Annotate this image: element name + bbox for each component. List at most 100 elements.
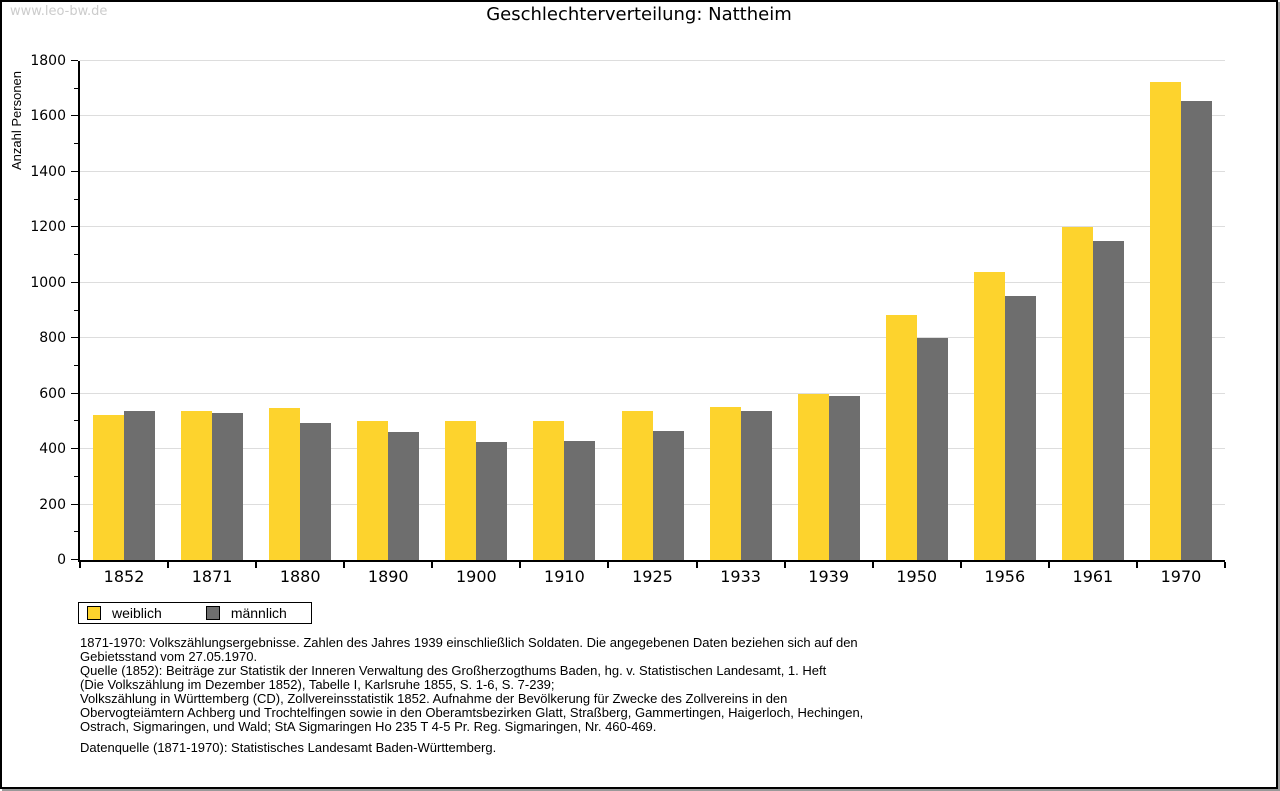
footer-line-4: Volkszählung in Württemberg (CD), Zollve… bbox=[80, 691, 788, 706]
bar-weiblich-1956 bbox=[973, 272, 1005, 560]
y-tick-1300 bbox=[74, 198, 78, 200]
x-tick-10 bbox=[959, 562, 962, 568]
x-axis-line bbox=[78, 560, 1225, 562]
plot-area: 0 200 400 600 800 1000 1200 1400 1600 1800 1852 187… bbox=[30, 53, 1226, 586]
y-tick-400 bbox=[71, 448, 78, 450]
y-tick-1600 bbox=[71, 115, 78, 117]
y-tick-700 bbox=[74, 364, 78, 366]
y-tick-1200 bbox=[71, 226, 78, 228]
y-tick-label-1800: 1800 bbox=[30, 53, 66, 69]
bar-weiblich-1950 bbox=[885, 314, 917, 560]
legend-label-weiblich: weiblich bbox=[112, 605, 162, 621]
bar-männlich-1880 bbox=[300, 423, 332, 560]
bar-männlich-1871 bbox=[212, 412, 244, 560]
bar-männlich-1900 bbox=[476, 441, 508, 560]
bar-weiblich-1933 bbox=[709, 406, 741, 560]
bar-weiblich-1939 bbox=[797, 393, 829, 560]
x-tick-0 bbox=[79, 562, 81, 568]
x-category-label-1880: 1880 bbox=[279, 567, 321, 586]
y-tick-label-1200: 1200 bbox=[30, 219, 66, 236]
y-tick-label-200: 200 bbox=[39, 496, 66, 513]
x-category-label-1933: 1933 bbox=[720, 567, 761, 586]
x-tick-12 bbox=[1135, 562, 1138, 568]
bar-weiblich-1871 bbox=[181, 410, 213, 560]
y-tick-label-400: 400 bbox=[39, 441, 66, 458]
legend: weiblich männlich bbox=[78, 602, 312, 624]
y-tick-500 bbox=[74, 420, 78, 422]
bar-männlich-1970 bbox=[1180, 100, 1212, 560]
y-tick-label-600: 600 bbox=[39, 385, 66, 402]
x-category-label-1910: 1910 bbox=[544, 567, 585, 586]
y-tick-label-1400: 1400 bbox=[30, 163, 66, 180]
y-tick-1000 bbox=[71, 281, 78, 283]
bar-weiblich-1900 bbox=[445, 420, 477, 560]
y-tick-800 bbox=[71, 337, 78, 339]
x-category-label-1852: 1852 bbox=[103, 567, 145, 586]
y-tick-label-1600: 1600 bbox=[30, 108, 66, 125]
x-tick-9 bbox=[871, 562, 874, 568]
bar-männlich-1933 bbox=[740, 411, 772, 560]
y-tick-100 bbox=[74, 531, 78, 533]
x-category-label-1961: 1961 bbox=[1072, 567, 1114, 586]
x-category-label-1939: 1939 bbox=[808, 567, 849, 586]
bar-männlich-1939 bbox=[828, 396, 860, 560]
bar-weiblich-1910 bbox=[533, 421, 565, 560]
y-tick-200 bbox=[71, 503, 78, 505]
x-category-label-1900: 1900 bbox=[455, 567, 497, 586]
x-tick-6 bbox=[607, 562, 610, 568]
x-category-label-1950: 1950 bbox=[896, 567, 938, 586]
footer-line-5: Obervogteiämtern Achberg und Trochtelfin… bbox=[80, 705, 864, 720]
x-category-label-1925: 1925 bbox=[632, 567, 673, 586]
gridline-1000 bbox=[80, 281, 1225, 283]
gridline-1800 bbox=[80, 60, 1225, 61]
y-tick-1100 bbox=[74, 254, 78, 256]
bar-weiblich-1970 bbox=[1149, 81, 1181, 560]
footer-line-8: Datenquelle (1871-1970): Statistisches L… bbox=[80, 740, 497, 755]
footer-line-2: Quelle (1852): Beiträge zur Statistik de… bbox=[80, 663, 827, 678]
bar-männlich-1925 bbox=[652, 431, 684, 560]
footer-line-3: (Die Volkszählung im Dezember 1852), Tab… bbox=[80, 677, 555, 692]
y-tick-300 bbox=[74, 475, 78, 477]
x-tick-11 bbox=[1047, 562, 1050, 568]
y-tick-label-1000: 1000 bbox=[30, 274, 66, 291]
bar-weiblich-1925 bbox=[621, 410, 653, 560]
x-tick-2 bbox=[255, 562, 258, 568]
bar-männlich-1910 bbox=[564, 441, 596, 560]
legend-item-männlich: männlich bbox=[205, 605, 287, 621]
bar-weiblich-1890 bbox=[357, 421, 389, 560]
bar-weiblich-1961 bbox=[1061, 227, 1093, 560]
bar-männlich-1956 bbox=[1004, 295, 1036, 560]
x-category-label-1970: 1970 bbox=[1160, 567, 1202, 586]
legend-swatch-männlich bbox=[205, 606, 220, 620]
y-tick-1700 bbox=[74, 87, 78, 89]
gridline-800 bbox=[80, 337, 1225, 339]
y-tick-1800 bbox=[71, 60, 78, 61]
bar-männlich-1950 bbox=[916, 337, 948, 560]
bar-männlich-1961 bbox=[1092, 240, 1124, 560]
x-tick-4 bbox=[431, 562, 434, 568]
x-tick-5 bbox=[519, 562, 522, 568]
x-tick-13 bbox=[1224, 562, 1226, 568]
gridline-1200 bbox=[80, 226, 1225, 228]
y-tick-label-800: 800 bbox=[39, 330, 66, 347]
x-category-label-1890: 1890 bbox=[367, 567, 409, 586]
gridline-1600 bbox=[80, 115, 1225, 117]
footer-line-0: 1871-1970: Volkszählungsergebnisse. Zahl… bbox=[80, 635, 858, 650]
x-tick-1 bbox=[167, 562, 170, 568]
bar-männlich-1852 bbox=[124, 410, 156, 560]
footer-line-1: Gebietsstand vom 27.05.1970. bbox=[80, 649, 258, 664]
y-tick-900 bbox=[74, 309, 78, 311]
bar-weiblich-1880 bbox=[269, 407, 301, 560]
y-tick-1500 bbox=[74, 143, 78, 145]
gridline-600 bbox=[80, 392, 1225, 394]
y-tick-0 bbox=[71, 559, 78, 560]
x-tick-7 bbox=[695, 562, 698, 568]
footer-line-6: Ostrach, Sigmaringen, und Wald; StA Sigm… bbox=[80, 719, 657, 734]
watermark-url: www.leo-bw.de bbox=[10, 4, 108, 19]
source-notes: 1871-1970: Volkszählungsergebnisse. Zahl… bbox=[80, 636, 863, 755]
x-category-label-1956: 1956 bbox=[984, 567, 1026, 586]
y-tick-label-0: 0 bbox=[57, 552, 66, 568]
y-axis-line bbox=[78, 61, 80, 562]
legend-label-männlich: männlich bbox=[230, 605, 287, 621]
